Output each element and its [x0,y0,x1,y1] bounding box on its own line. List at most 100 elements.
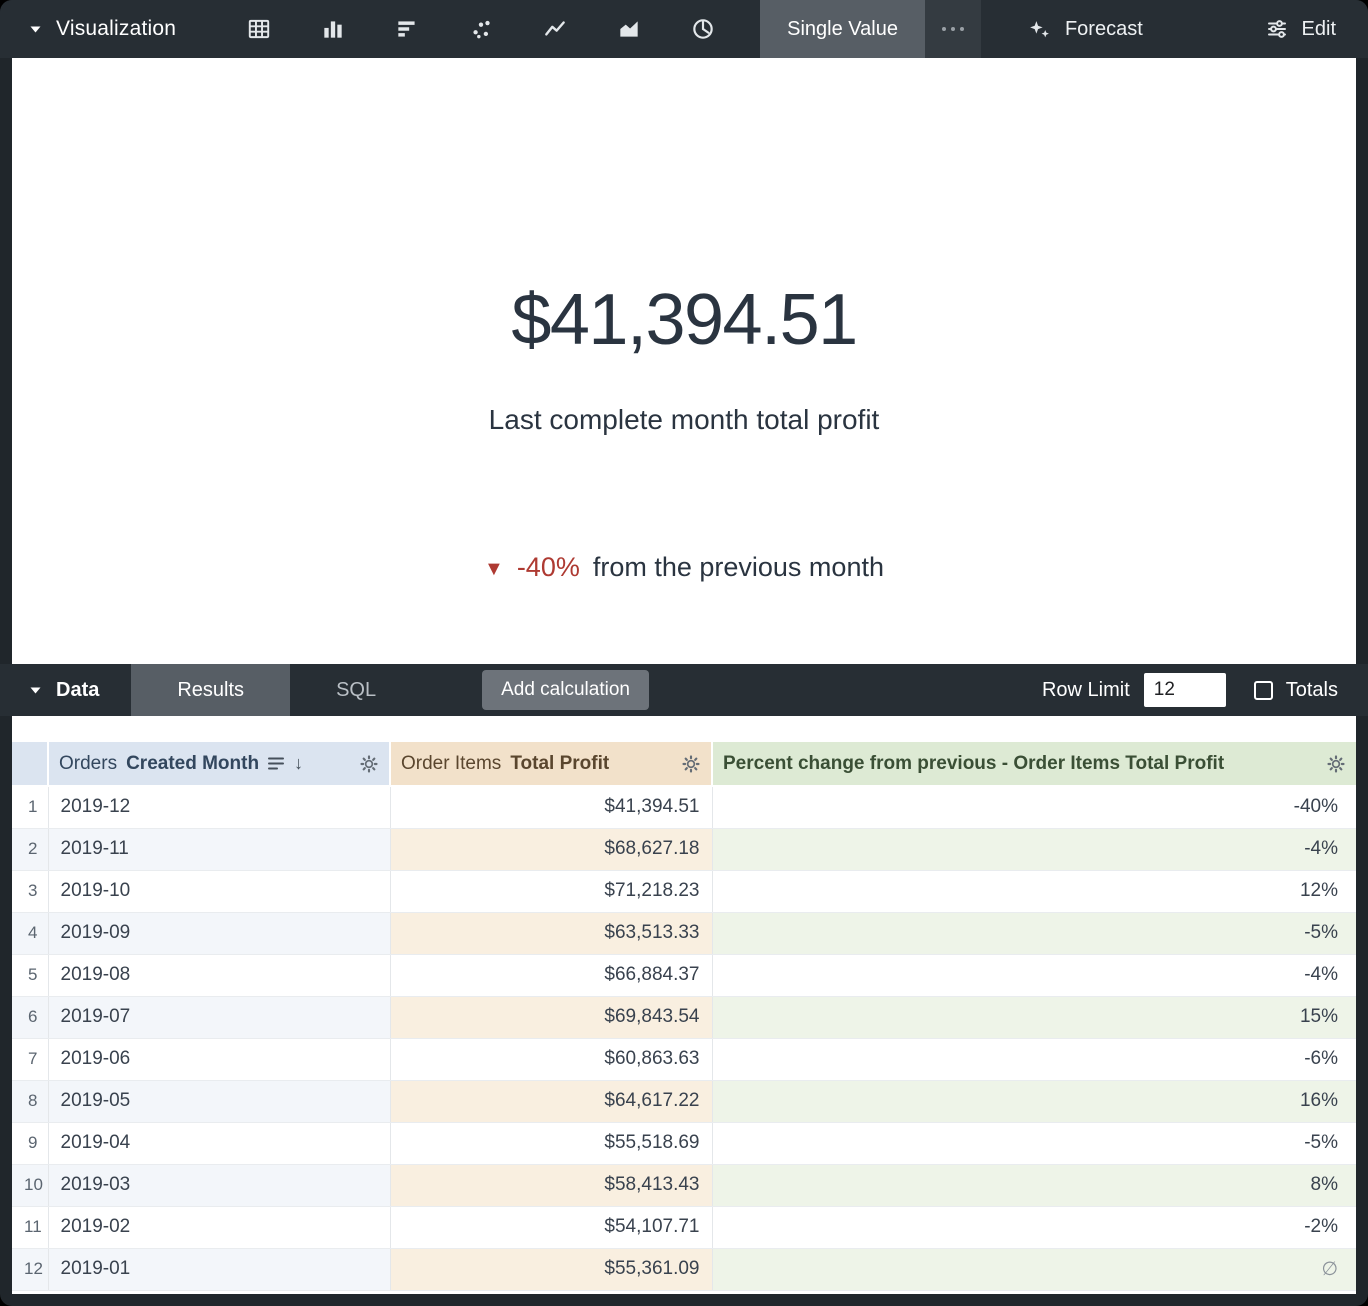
add-calculation-button[interactable]: Add calculation [482,670,649,710]
column-name: Total Profit [510,752,610,774]
comparison-percent: -40% [516,552,580,582]
visualization-section-label: Visualization [56,17,177,40]
percent-change-cell[interactable]: -4% [712,828,1356,871]
more-horizontal-icon[interactable] [924,0,981,58]
chevron-down-icon [30,26,41,32]
table-row: 3 2019-10 $71,218.23 12% [12,870,1356,913]
row-limit-group: Row Limit [1042,664,1226,716]
column-header-percent-change[interactable]: Percent change from previous - Order Ite… [712,742,1356,787]
row-number: 9 [12,1122,49,1165]
sorted-field-icon [268,757,285,770]
created-month-cell[interactable]: 2019-10 [48,870,391,913]
percent-change-cell[interactable]: -5% [712,1122,1356,1165]
area-chart-icon[interactable] [612,12,646,46]
totals-checkbox[interactable] [1253,680,1273,700]
percent-change-cell[interactable]: -6% [712,1038,1356,1081]
percent-change-cell[interactable]: 16% [712,1080,1356,1123]
percent-change-cell[interactable]: 15% [712,996,1356,1039]
created-month-cell[interactable]: 2019-09 [48,912,391,955]
created-month-cell[interactable]: 2019-06 [48,1038,391,1081]
percent-change-cell[interactable]: -4% [712,954,1356,997]
comparison-line: ▼ -40% from the previous month [484,552,884,583]
column-chart-icon[interactable] [316,12,350,46]
column-name: Created Month [126,752,260,774]
chart-type-single-value-tab[interactable]: Single Value [760,0,925,58]
table-row: 8 2019-05 $64,617.22 16% [12,1080,1356,1123]
scatter-chart-icon[interactable] [464,12,498,46]
created-month-cell[interactable]: 2019-05 [48,1080,391,1123]
total-profit-cell[interactable]: $63,513.33 [390,912,713,955]
column-header-created-month[interactable]: Orders Created Month ↓ [48,742,391,787]
row-limit-input[interactable] [1143,673,1226,707]
toolbar-spacer [1143,0,1265,58]
visualization-toolbar: Visualization Sing [0,0,1368,58]
row-number: 3 [12,870,49,913]
row-number: 10 [12,1164,49,1207]
row-number: 8 [12,1080,49,1123]
sparkle-icon [1030,20,1049,37]
percent-change-cell[interactable]: -40% [712,786,1356,829]
table-row: 7 2019-06 $60,863.63 -6% [12,1038,1356,1081]
row-number: 6 [12,996,49,1039]
created-month-cell[interactable]: 2019-04 [48,1122,391,1165]
table-row: 4 2019-09 $63,513.33 -5% [12,912,1356,955]
column-settings-gear-icon[interactable] [1326,754,1346,774]
total-profit-cell[interactable]: $68,627.18 [390,828,713,871]
table-row: 2 2019-11 $68,627.18 -4% [12,828,1356,871]
total-profit-cell[interactable]: $69,843.54 [390,996,713,1039]
total-profit-cell[interactable]: $66,884.37 [390,954,713,997]
row-number: 5 [12,954,49,997]
tab-sql[interactable]: SQL [290,664,422,716]
percent-change-cell[interactable]: -2% [712,1206,1356,1249]
totals-label: Totals [1285,678,1338,701]
bar-chart-icon[interactable] [390,12,424,46]
column-header-total-profit[interactable]: Order Items Total Profit [390,742,713,787]
percent-change-cell[interactable]: ∅ [712,1248,1356,1291]
comparison-text: from the previous month [592,552,884,582]
row-number: 2 [12,828,49,871]
created-month-cell[interactable]: 2019-12 [48,786,391,829]
data-section-toggle[interactable]: Data [0,664,131,716]
table-row: 10 2019-03 $58,413.43 8% [12,1164,1356,1207]
total-profit-cell[interactable]: $64,617.22 [390,1080,713,1123]
column-prefix: Orders [59,752,118,774]
table-icon[interactable] [242,12,276,46]
total-profit-cell[interactable]: $60,863.63 [390,1038,713,1081]
sort-descending-icon[interactable]: ↓ [294,753,304,773]
chevron-down-icon [30,687,41,693]
visualization-section-toggle[interactable]: Visualization [0,0,176,58]
percent-change-cell[interactable]: 12% [712,870,1356,913]
created-month-cell[interactable]: 2019-08 [48,954,391,997]
column-settings-gear-icon[interactable] [681,754,701,774]
created-month-cell[interactable]: 2019-07 [48,996,391,1039]
created-month-cell[interactable]: 2019-02 [48,1206,391,1249]
percent-change-cell[interactable]: 8% [712,1164,1356,1207]
edit-button[interactable]: Edit [1265,0,1336,58]
toolbar-spacer [649,664,1042,716]
created-month-cell[interactable]: 2019-11 [48,828,391,871]
total-profit-cell[interactable]: $58,413.43 [390,1164,713,1207]
results-tbody: 1 2019-12 $41,394.51 -40% 2 2019-11 $68,… [12,786,1356,1291]
total-profit-cell[interactable]: $55,361.09 [390,1248,713,1291]
row-number: 4 [12,912,49,955]
percent-change-cell[interactable]: -5% [712,912,1356,955]
tab-results[interactable]: Results [131,664,291,716]
created-month-cell[interactable]: 2019-03 [48,1164,391,1207]
row-limit-label: Row Limit [1041,678,1130,701]
total-profit-cell[interactable]: $71,218.23 [390,870,713,913]
table-row: 11 2019-02 $54,107.71 -2% [12,1206,1356,1249]
row-number: 7 [12,1038,49,1081]
pie-chart-icon[interactable] [686,12,720,46]
total-profit-cell[interactable]: $55,518.69 [390,1122,713,1165]
line-chart-icon[interactable] [538,12,572,46]
single-value-title: Last complete month total profit [488,404,880,435]
column-settings-gear-icon[interactable] [359,754,379,774]
total-profit-cell[interactable]: $54,107.71 [390,1206,713,1249]
total-profit-cell[interactable]: $41,394.51 [390,786,713,829]
table-row: 9 2019-04 $55,518.69 -5% [12,1122,1356,1165]
column-prefix: Order Items [401,752,502,774]
chart-type-picker [242,0,720,58]
created-month-cell[interactable]: 2019-01 [48,1248,391,1291]
forecast-button[interactable]: Forecast [1027,0,1143,58]
